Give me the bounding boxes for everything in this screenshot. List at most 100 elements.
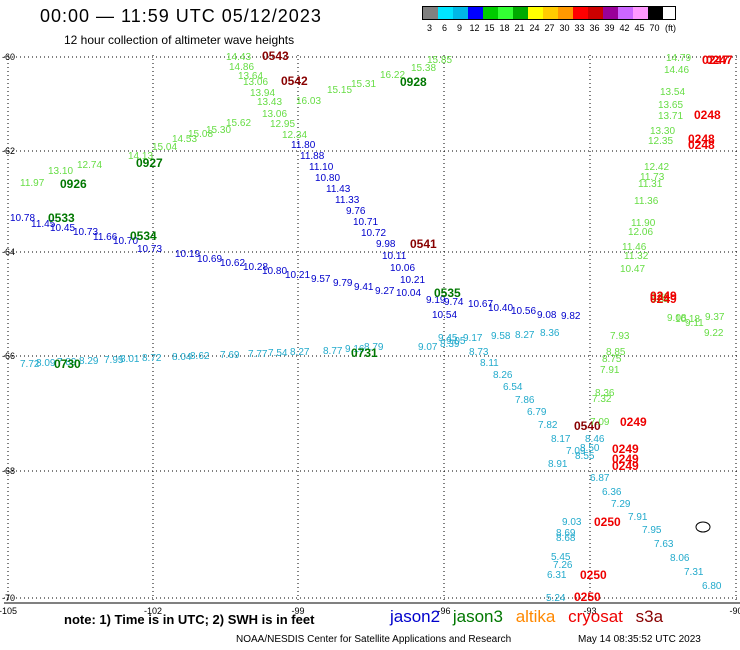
swh-value: 8.17 bbox=[551, 434, 571, 445]
swh-value: 7.95 bbox=[104, 355, 124, 366]
swh-value: 11.46 bbox=[622, 242, 647, 253]
swh-value: 10.73 bbox=[137, 244, 162, 255]
colorbar-level: 39 bbox=[604, 23, 615, 33]
swh-value: 10.19 bbox=[175, 249, 200, 260]
colorbar-level: 21 bbox=[514, 23, 525, 33]
colorbar-cell bbox=[423, 7, 438, 19]
swh-value: 10.80 bbox=[262, 266, 287, 277]
legend-jason2: jason2 bbox=[390, 607, 441, 626]
colorbar-level: 24 bbox=[529, 23, 540, 33]
swh-value: 15.04 bbox=[152, 142, 177, 153]
swh-value: 10.11 bbox=[382, 251, 407, 262]
note-text: note: 1) Time is in UTC; 2) SWH is in fe… bbox=[64, 612, 315, 627]
swh-value: 10.69 bbox=[197, 254, 222, 265]
swh-value: 5.45 bbox=[551, 552, 571, 563]
swh-value: 8.75 bbox=[602, 354, 622, 365]
swh-value: 6.80 bbox=[702, 581, 722, 592]
legend-cryosat: cryosat bbox=[568, 607, 623, 626]
pass-time: 0248 bbox=[688, 132, 715, 146]
swh-value: 14.86 bbox=[229, 62, 254, 73]
colorbar-cell bbox=[453, 7, 468, 19]
swh-value: 9.57 bbox=[311, 274, 331, 285]
swh-value: 14.13 bbox=[128, 151, 153, 162]
swh-value: 11.43 bbox=[326, 184, 351, 195]
swh-value: 8.06 bbox=[670, 553, 690, 564]
swh-value: 10.70 bbox=[113, 236, 138, 247]
swh-value: 15.15 bbox=[327, 85, 352, 96]
swh-value: 8.27 bbox=[290, 347, 310, 358]
swh-value: 7.86 bbox=[515, 395, 535, 406]
swh-value: 8.36 bbox=[540, 328, 560, 339]
lon-tick-label: -99 bbox=[291, 606, 304, 616]
swh-value: 12.35 bbox=[648, 136, 673, 147]
pass-time: 0250 bbox=[574, 590, 601, 604]
swh-value: 7.93 bbox=[610, 331, 630, 342]
swh-value: 11.97 bbox=[20, 178, 45, 189]
swh-value: 9.41 bbox=[354, 282, 374, 293]
pass-time: 0731 bbox=[351, 346, 378, 360]
lon-tick-label: -96 bbox=[437, 606, 450, 616]
swh-value: 7.82 bbox=[538, 420, 558, 431]
swh-value: 7.31 bbox=[684, 567, 704, 578]
swh-value: 9.08 bbox=[537, 310, 557, 321]
swh-value: 7.32 bbox=[592, 394, 612, 405]
lat-tick-label: -62 bbox=[2, 146, 15, 156]
swh-value: 11.33 bbox=[335, 195, 360, 206]
pass-time: 0540 bbox=[574, 419, 601, 433]
swh-value: 14.43 bbox=[226, 52, 251, 63]
swh-value: 7.26 bbox=[553, 560, 573, 571]
swh-value: 9.74 bbox=[444, 297, 464, 308]
swh-value: 6.87 bbox=[590, 473, 610, 484]
pass-time: 0542 bbox=[281, 74, 308, 88]
swh-value: 15.31 bbox=[351, 79, 376, 90]
swh-value: 9.07 bbox=[418, 342, 438, 353]
swh-value: 13.10 bbox=[48, 166, 73, 177]
axis-ticks: -105 -102 -99 -96 -93 -90 -60 -62 -64 -66 -68 -70 bbox=[0, 52, 740, 616]
swh-value: 9.39 bbox=[650, 292, 670, 303]
swh-value: 11.45 bbox=[31, 219, 56, 230]
swh-value: 8.79 bbox=[364, 342, 384, 353]
swh-value: 10.72 bbox=[361, 228, 386, 239]
pass-time: 0248 bbox=[688, 138, 715, 152]
swh-value: 11.32 bbox=[624, 251, 649, 262]
swh-value: 16.22 bbox=[380, 70, 405, 81]
pass-time: 0534 bbox=[130, 229, 157, 243]
swh-value: 8.77 bbox=[323, 346, 343, 357]
swh-value: 8.62 bbox=[190, 351, 210, 362]
lat-tick-label: -64 bbox=[2, 247, 15, 257]
swh-value: 6.31 bbox=[547, 570, 567, 581]
swh-value: 9.37 bbox=[705, 312, 725, 323]
swh-value: 8.68 bbox=[556, 533, 576, 544]
swh-value: 10.71 bbox=[353, 217, 378, 228]
swh-value: 11.73 bbox=[640, 172, 665, 183]
pass-time: 0926 bbox=[60, 177, 87, 191]
pass-time: 0927 bbox=[136, 156, 163, 170]
swh-value: 15.85 bbox=[427, 55, 452, 66]
colorbar-legend: 3 6 9 12 15 18 21 24 27 30 33 36 39 42 45 70 (ft) bbox=[422, 6, 676, 33]
swh-value: 10.56 bbox=[511, 306, 536, 317]
colorbar-cell bbox=[588, 7, 603, 19]
swh-value: 8.39 bbox=[440, 339, 460, 350]
swh-value: 8.69 bbox=[556, 528, 576, 539]
swh-value: 13.54 bbox=[660, 87, 685, 98]
swh-value: 9.82 bbox=[561, 311, 581, 322]
page-title: 00:00 — 11:59 UTC 05/12/2023 bbox=[40, 6, 322, 26]
colorbar-cell bbox=[483, 7, 498, 19]
swh-value: 8.04 bbox=[172, 352, 192, 363]
colorbar-cell bbox=[528, 7, 543, 19]
pass-time: 0249 bbox=[612, 452, 639, 466]
legend-altika: altika bbox=[515, 607, 556, 626]
swh-value: 11.88 bbox=[300, 151, 325, 162]
swh-value: 10.73 bbox=[73, 227, 98, 238]
colorbar-cell bbox=[648, 7, 663, 19]
swh-value: 10.06 bbox=[390, 263, 415, 274]
lon-tick-label: -102 bbox=[144, 606, 162, 616]
swh-value: 13.94 bbox=[250, 88, 275, 99]
colorbar-cell bbox=[618, 7, 633, 19]
legend-s3a: s3a bbox=[635, 607, 664, 626]
swh-value: 7.89 bbox=[57, 357, 77, 368]
track-labels: 14.4314.8613.6413.0613.9413.4313.0612.95… bbox=[10, 49, 733, 604]
swh-value: 9.45 bbox=[438, 333, 458, 344]
swh-value: 12.74 bbox=[77, 160, 102, 171]
pass-time: 0248 bbox=[694, 108, 721, 122]
